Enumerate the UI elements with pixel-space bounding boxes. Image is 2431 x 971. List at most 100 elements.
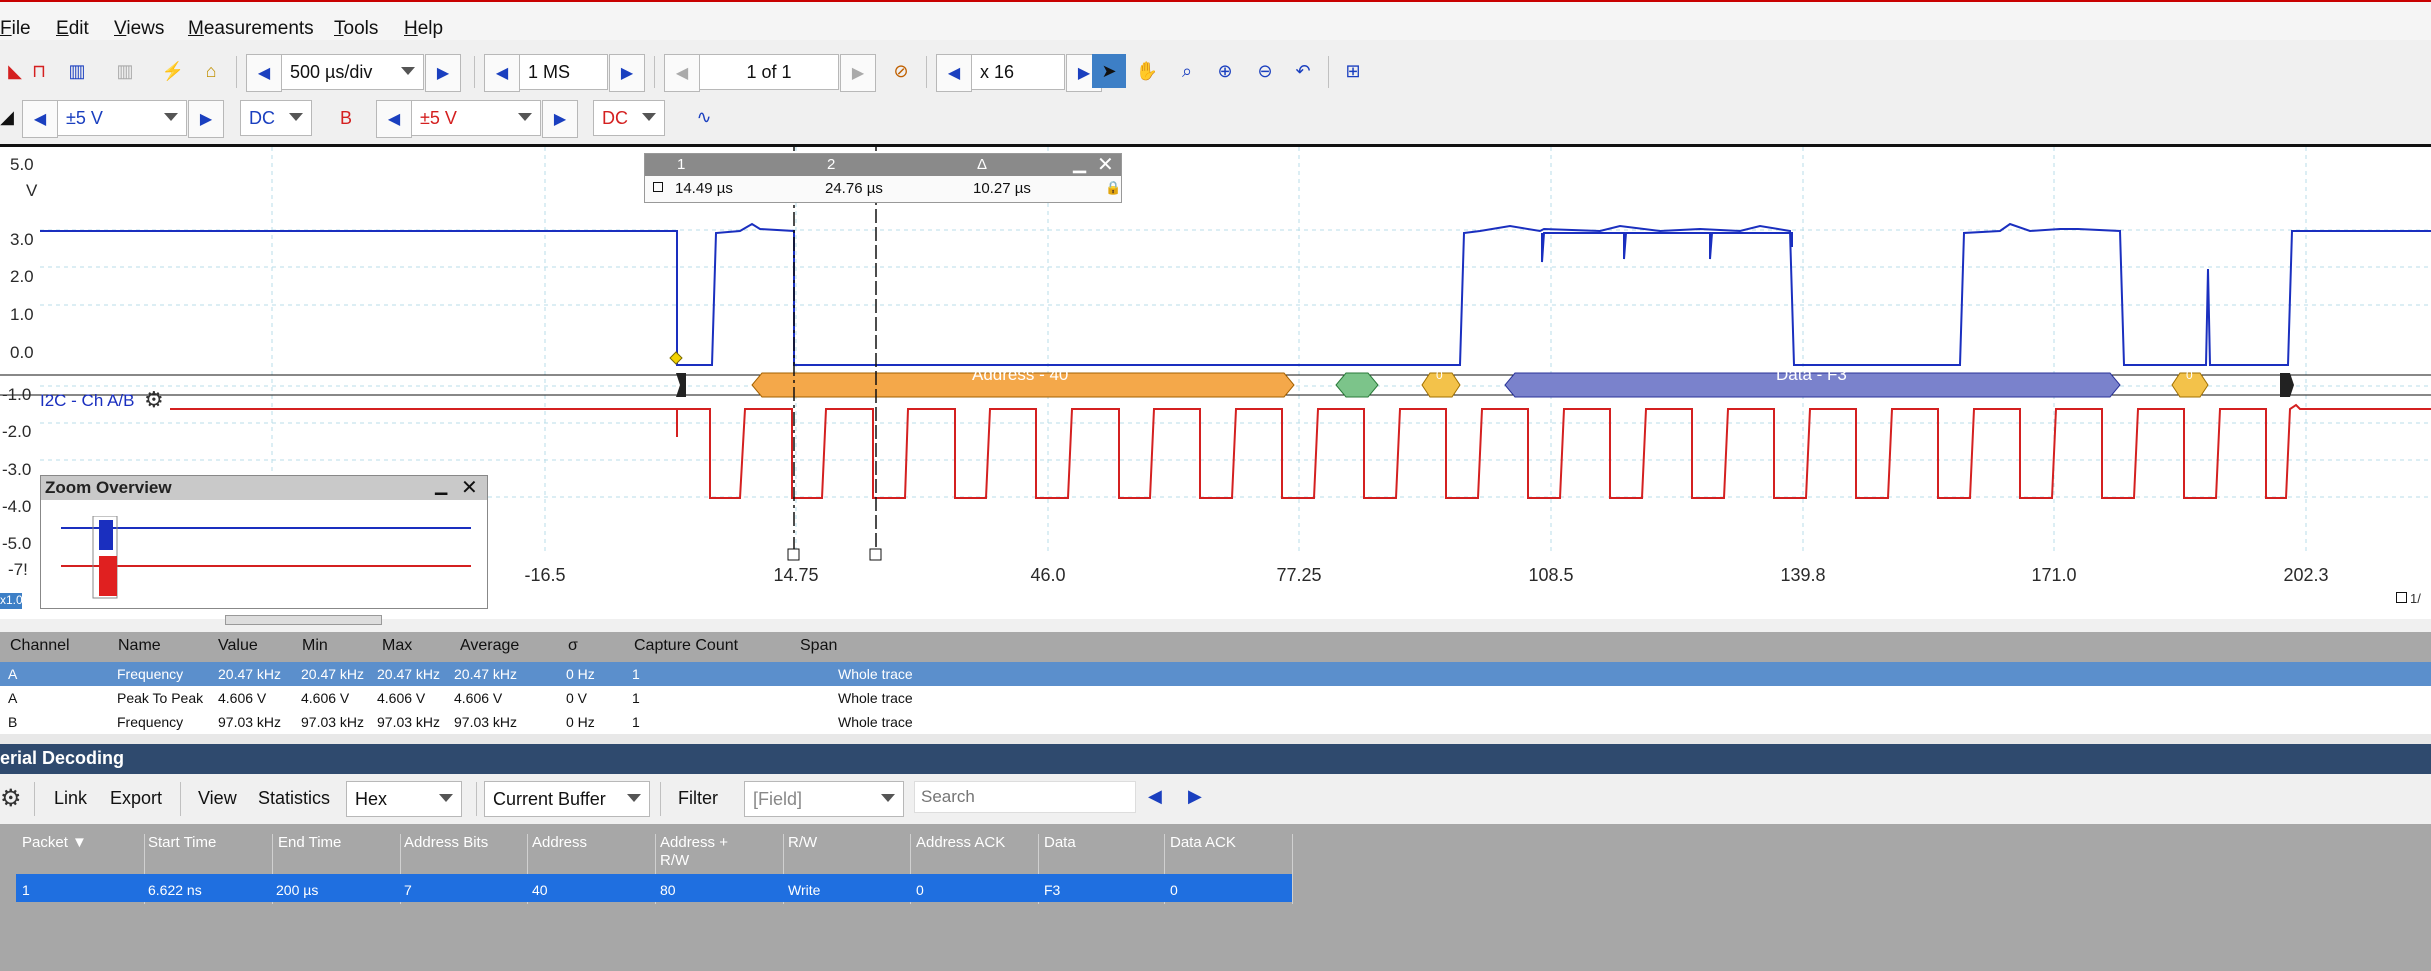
- meas-col-max[interactable]: Max: [382, 637, 413, 654]
- serial-packet-row[interactable]: 1 6.622 ns 200 µs 7 40 80 Write 0 F3 0: [16, 874, 1292, 902]
- data-ack-marker[interactable]: [2171, 372, 2209, 398]
- field-select[interactable]: [Field]: [744, 781, 904, 817]
- sd-col-address[interactable]: Address: [532, 834, 588, 851]
- menu-tools[interactable]: Tools: [334, 18, 379, 39]
- ruler-1-handle[interactable]: [787, 548, 800, 561]
- channel-b-button[interactable]: B: [332, 100, 368, 136]
- chb-range-next-button[interactable]: ▶: [542, 100, 578, 138]
- trigger-icon[interactable]: ⚡: [161, 60, 185, 81]
- trigger-marker[interactable]: [669, 351, 683, 365]
- timebase-next-button[interactable]: ▶: [425, 54, 461, 92]
- format-select[interactable]: Hex: [346, 781, 462, 817]
- cha-range-prev-button[interactable]: ◀: [22, 100, 58, 138]
- meas-col-name[interactable]: Name: [118, 637, 161, 654]
- meas-col-average[interactable]: Average: [460, 637, 520, 654]
- menu-file[interactable]: File: [0, 18, 31, 39]
- meas-col-value[interactable]: Value: [218, 637, 258, 654]
- cell-value: 4.606 V: [218, 690, 267, 706]
- close-icon[interactable]: ✕: [1097, 154, 1114, 176]
- spectrum-disabled-icon[interactable]: ▥: [116, 60, 134, 81]
- sd-col-data[interactable]: Data: [1044, 834, 1076, 851]
- data-packet[interactable]: [1504, 372, 2121, 398]
- math-channel-icon[interactable]: ∿: [696, 106, 712, 127]
- minimize-icon[interactable]: ▁: [1073, 154, 1087, 173]
- close-icon[interactable]: ✕: [461, 477, 478, 499]
- undo-zoom-icon[interactable]: ↶: [1295, 60, 1311, 81]
- compass-icon[interactable]: ⊘: [893, 60, 909, 81]
- menu-help[interactable]: Help: [404, 18, 444, 39]
- start-marker[interactable]: [1335, 372, 1379, 398]
- scope-view[interactable]: 5.0 V 3.0 2.0 1.0 0.0 -1.0 -2.0 -3.0 -4.…: [0, 144, 2431, 625]
- search-input[interactable]: [914, 781, 1136, 813]
- horizontal-scrollbar[interactable]: [225, 615, 382, 625]
- buffer-next-button[interactable]: ▶: [840, 54, 876, 92]
- address-packet[interactable]: [751, 372, 1295, 398]
- samples-next-button[interactable]: ▶: [609, 54, 645, 92]
- sd-col-packet[interactable]: Packet ▼: [22, 834, 87, 851]
- statistics-button[interactable]: Statistics: [258, 788, 331, 808]
- gear-icon[interactable]: ⚙: [0, 785, 22, 812]
- sd-col-address-ack[interactable]: Address ACK: [916, 834, 1006, 851]
- timebase-prev-button[interactable]: ◀: [246, 54, 282, 92]
- meas-col-capture-count[interactable]: Capture Count: [634, 637, 739, 654]
- gear-icon[interactable]: ⚙: [144, 387, 164, 412]
- chb-coupling-select[interactable]: DC: [593, 100, 665, 136]
- meas-col-min[interactable]: Min: [302, 637, 328, 654]
- zoom-overview-panel[interactable]: Zoom Overview ▁ ✕: [40, 475, 488, 609]
- table-row[interactable]: B Frequency 97.03 kHz 97.03 kHz 97.03 kH…: [0, 710, 2431, 734]
- scope-mode-icon[interactable]: ◣: [8, 60, 22, 81]
- zoom-in-icon[interactable]: ⊕: [1217, 60, 1233, 81]
- sd-col-end-time[interactable]: End Time: [278, 834, 342, 851]
- export-button[interactable]: Export: [110, 788, 163, 808]
- chb-range-select[interactable]: ±5 V: [411, 100, 541, 136]
- view-button[interactable]: View: [198, 788, 237, 808]
- lock-icon[interactable]: 🔒: [1105, 180, 1122, 195]
- buffer-field[interactable]: 1 of 1: [699, 54, 839, 90]
- sd-col-address-rw[interactable]: Address + R/W: [660, 834, 728, 869]
- search-prev-icon[interactable]: ◀: [1148, 786, 1162, 806]
- sd-col-rw[interactable]: R/W: [788, 834, 818, 851]
- zoom-out-icon[interactable]: ⊖: [1257, 60, 1273, 81]
- i2c-decoder-label[interactable]: I2C - Ch A/B: [40, 391, 135, 410]
- cha-range-next-button[interactable]: ▶: [188, 100, 224, 138]
- splitter[interactable]: [0, 734, 2431, 744]
- pointer-tool-icon[interactable]: ➤: [1092, 54, 1126, 88]
- channel-a-menu-icon[interactable]: ◢: [0, 106, 14, 127]
- menu-views[interactable]: Views: [114, 18, 165, 39]
- sd-col-start-time[interactable]: Start Time: [148, 834, 217, 851]
- sd-col-address-bits[interactable]: Address Bits: [404, 834, 489, 851]
- persistence-mode-icon[interactable]: ⊓: [31, 60, 47, 81]
- link-button[interactable]: Link: [54, 788, 88, 808]
- search-next-icon[interactable]: ▶: [1188, 786, 1202, 806]
- cha-range-select[interactable]: ±5 V: [57, 100, 187, 136]
- ruler-2-handle[interactable]: [869, 548, 882, 561]
- buffer-prev-button[interactable]: ◀: [664, 54, 700, 92]
- spectrum-mode-icon[interactable]: ▥: [68, 60, 86, 81]
- table-row[interactable]: A Frequency 20.47 kHz 20.47 kHz 20.47 kH…: [0, 662, 2431, 686]
- ruler-legend[interactable]: 1 2 Δ ▁ ✕ 14.49 µs 24.76 µs 10.27 µs 🔒: [644, 153, 1122, 203]
- timebase-select[interactable]: 500 µs/div: [281, 54, 424, 90]
- meas-col-channel[interactable]: Channel: [10, 637, 70, 654]
- samples-field[interactable]: 1 MS: [519, 54, 608, 90]
- meas-col-span[interactable]: Span: [800, 637, 838, 654]
- home-icon[interactable]: ⌂: [205, 60, 217, 81]
- chb-range-prev-button[interactable]: ◀: [376, 100, 412, 138]
- zoom-field[interactable]: x 16: [971, 54, 1065, 90]
- address-ack-marker[interactable]: [1421, 372, 1461, 398]
- zoom-overview-icon[interactable]: ⊞: [1345, 60, 1361, 81]
- minimize-icon[interactable]: ▁: [435, 478, 448, 495]
- sd-col-data-ack[interactable]: Data ACK: [1170, 834, 1236, 851]
- menu-measurements[interactable]: Measurements: [188, 18, 314, 39]
- zoom-area-icon[interactable]: ⌕: [1181, 60, 1193, 81]
- menu-edit[interactable]: Edit: [56, 18, 89, 39]
- buffer-scope-select[interactable]: Current Buffer: [484, 781, 650, 817]
- meas-col-sigma[interactable]: σ: [568, 637, 578, 654]
- cha-coupling-select[interactable]: DC: [240, 100, 312, 136]
- main-toolbar: ◣ ⊓ ▥ ▥ ⚡ ⌂ ◀ 500 µs/div ▶ ◀ 1 MS ▶ ◀ 1 …: [0, 50, 2431, 94]
- hand-tool-icon[interactable]: ✋: [1135, 60, 1159, 81]
- separator: [180, 782, 181, 816]
- samples-prev-button[interactable]: ◀: [484, 54, 520, 92]
- filter-button[interactable]: Filter: [678, 788, 718, 808]
- table-row[interactable]: A Peak To Peak 4.606 V 4.606 V 4.606 V 4…: [0, 686, 2431, 710]
- zoom-prev-button[interactable]: ◀: [936, 54, 972, 92]
